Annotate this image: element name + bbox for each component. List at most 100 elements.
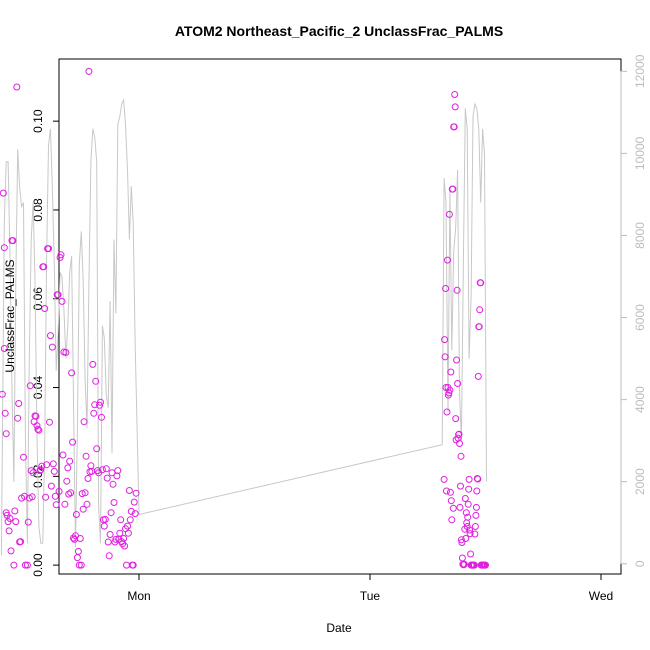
data-point <box>0 189 7 197</box>
data-point <box>463 523 471 530</box>
data-point <box>74 547 82 555</box>
data-point <box>458 539 466 546</box>
data-point <box>2 430 10 438</box>
data-point <box>466 526 474 534</box>
altitude-line-layer <box>0 98 487 556</box>
data-point <box>50 467 58 475</box>
data-point <box>36 467 44 475</box>
data-point <box>107 509 115 517</box>
data-point <box>42 493 50 501</box>
plot-frame <box>58 58 622 575</box>
data-point <box>67 489 75 497</box>
right-tick-label: 6000 <box>633 304 647 331</box>
left-tick-label: 0.10 <box>31 109 45 133</box>
data-point <box>452 415 460 423</box>
x-tick-label: Wed <box>589 589 613 603</box>
data-point <box>101 515 109 523</box>
data-point <box>23 561 31 569</box>
data-point <box>73 554 81 562</box>
data-point <box>0 244 8 252</box>
data-point <box>81 489 89 497</box>
data-point <box>119 540 127 548</box>
data-point <box>130 498 138 506</box>
data-point <box>113 472 121 480</box>
data-point <box>458 554 466 562</box>
data-point <box>43 461 51 469</box>
data-point <box>59 451 67 459</box>
data-point <box>48 343 56 351</box>
data-point <box>64 464 72 472</box>
data-point <box>66 457 74 465</box>
x-tick-label: Mon <box>127 589 150 603</box>
data-point <box>47 332 54 340</box>
data-point <box>77 561 85 569</box>
data-point <box>462 535 470 542</box>
data-point <box>443 408 451 416</box>
data-point <box>445 210 453 218</box>
data-point <box>41 305 49 312</box>
data-point <box>24 518 32 526</box>
data-point <box>124 522 131 530</box>
data-point <box>131 510 139 518</box>
data-point <box>46 418 53 426</box>
data-point <box>27 467 35 475</box>
data-point <box>97 398 104 406</box>
data-point <box>456 503 464 511</box>
data-point <box>123 561 130 569</box>
data-point <box>61 500 69 508</box>
data-point <box>38 462 46 470</box>
data-point <box>5 527 13 535</box>
data-point <box>112 535 120 543</box>
data-point <box>126 516 134 524</box>
data-point <box>117 516 125 524</box>
data-point <box>10 561 18 569</box>
data-point <box>33 422 41 430</box>
data-point <box>441 353 449 361</box>
data-point <box>444 256 451 264</box>
data-point <box>474 372 482 380</box>
data-point <box>121 542 129 550</box>
data-point <box>120 535 128 542</box>
data-point <box>474 475 482 483</box>
data-point <box>455 430 463 438</box>
data-point <box>68 369 76 377</box>
data-point <box>109 480 117 488</box>
data-point <box>464 513 472 521</box>
data-point <box>471 530 479 538</box>
data-point-layer <box>0 67 489 569</box>
data-point <box>106 531 114 538</box>
data-point <box>49 460 57 468</box>
data-point <box>80 418 88 426</box>
data-point <box>446 488 454 496</box>
data-point <box>447 368 455 376</box>
left-tick-label: 0.04 <box>31 376 45 400</box>
data-point <box>475 323 483 331</box>
data-point <box>79 505 87 513</box>
data-point <box>465 485 473 493</box>
left-tick-label: 0.06 <box>31 287 45 311</box>
right-tick-label: 10000 <box>633 136 647 170</box>
data-point <box>89 360 97 368</box>
data-point <box>54 291 62 299</box>
data-point <box>448 516 456 524</box>
x-axis-label: Date <box>326 621 352 635</box>
data-point <box>460 560 468 568</box>
data-point <box>87 462 95 470</box>
data-point <box>442 285 450 292</box>
data-point <box>82 452 90 460</box>
data-point <box>51 492 59 500</box>
data-point <box>55 487 63 495</box>
data-point <box>457 452 465 460</box>
data-point <box>29 469 37 477</box>
data-point <box>464 500 472 508</box>
data-point <box>105 552 113 560</box>
data-point <box>7 547 15 555</box>
data-point <box>12 518 20 526</box>
data-point <box>15 400 23 407</box>
data-point <box>93 445 101 453</box>
data-point <box>450 123 458 131</box>
data-point <box>26 382 34 390</box>
left-tick-label: 0.00 <box>31 553 45 577</box>
data-point <box>98 466 106 474</box>
data-point <box>84 475 92 482</box>
